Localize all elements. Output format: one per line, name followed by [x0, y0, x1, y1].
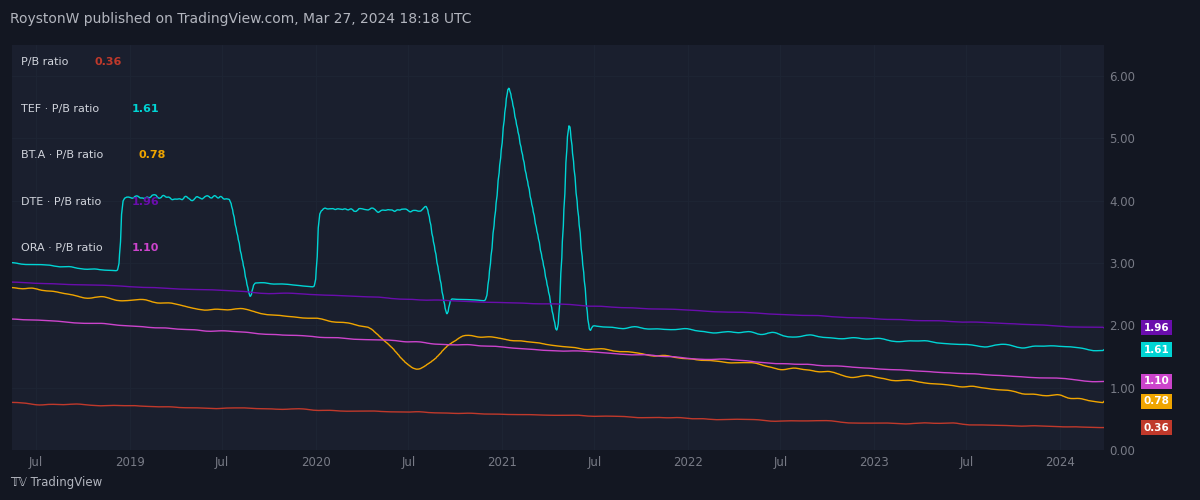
Text: 0.36: 0.36	[94, 57, 121, 67]
Text: 0.36: 0.36	[1144, 422, 1169, 432]
Text: TEF · P/B ratio: TEF · P/B ratio	[20, 104, 106, 114]
Text: 0.78: 0.78	[1144, 396, 1169, 406]
Text: 𝕋𝕍 TradingView: 𝕋𝕍 TradingView	[10, 476, 102, 489]
Text: P/B ratio: P/B ratio	[20, 57, 76, 67]
Text: 1.96: 1.96	[1144, 323, 1169, 333]
Text: 1.61: 1.61	[132, 104, 160, 114]
Text: DTE · P/B ratio: DTE · P/B ratio	[20, 197, 108, 207]
Text: ORA · P/B ratio: ORA · P/B ratio	[20, 244, 109, 254]
Text: BT.A · P/B ratio: BT.A · P/B ratio	[20, 150, 110, 160]
Text: 0.78: 0.78	[138, 150, 166, 160]
Text: RoystonW published on TradingView.com, Mar 27, 2024 18:18 UTC: RoystonW published on TradingView.com, M…	[10, 12, 472, 26]
Text: 1.10: 1.10	[1144, 376, 1169, 386]
Text: 1.10: 1.10	[132, 244, 160, 254]
Text: 1.96: 1.96	[132, 197, 160, 207]
Text: 1.61: 1.61	[1144, 344, 1169, 354]
